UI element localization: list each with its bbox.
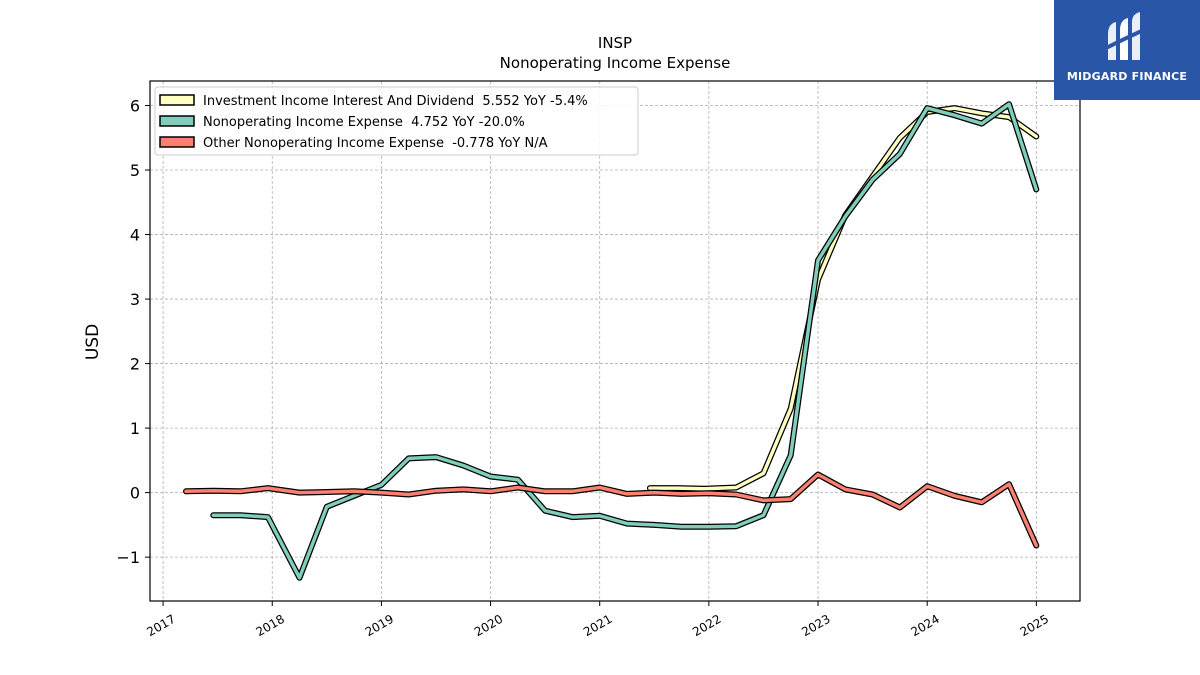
series-outline xyxy=(210,101,1040,581)
y-tick-label: 6 xyxy=(130,97,140,116)
plot-frame xyxy=(149,80,1081,602)
x-tick-label: 2017 xyxy=(144,612,177,639)
x-tick-label: 2021 xyxy=(581,612,614,639)
x-tick-label: 2022 xyxy=(690,612,723,639)
x-axis: 2017 2018 2019 2020 2021 2022 2023 2024 2025 xyxy=(144,601,1051,639)
y-tick-label: 0 xyxy=(130,484,140,503)
y-tick-label: 1 xyxy=(130,419,140,438)
x-tick-label: 2019 xyxy=(363,612,396,639)
series-3 xyxy=(183,471,1040,549)
y-axis: −1 0 1 2 3 4 5 6 xyxy=(116,97,150,567)
brand-name: MIDGARD FINANCE xyxy=(1066,70,1188,83)
y-tick-label: 5 xyxy=(130,161,140,180)
chart-subtitle: Nonoperating Income Expense xyxy=(500,54,731,72)
legend-label: Investment Income Interest And Dividend … xyxy=(203,94,588,109)
series-outline xyxy=(646,105,1040,492)
series-line xyxy=(211,102,1039,580)
x-tick-label: 2018 xyxy=(254,612,287,639)
y-axis-label: USD xyxy=(83,324,103,360)
y-tick-label: 2 xyxy=(130,355,140,374)
legend-label: Other Nonoperating Income Expense -0.778… xyxy=(203,136,548,151)
series-line xyxy=(648,106,1039,491)
legend: Investment Income Interest And Dividend … xyxy=(154,86,639,156)
legend-swatch xyxy=(159,136,195,148)
series-line xyxy=(184,472,1039,548)
y-tick-label: −1 xyxy=(116,548,140,567)
x-tick-label: 2020 xyxy=(472,612,505,639)
chart-title: INSP xyxy=(598,34,632,52)
series-layer xyxy=(183,101,1040,581)
x-tick-label: 2024 xyxy=(908,612,941,639)
x-tick-label: 2023 xyxy=(799,612,832,639)
x-tick-label: 2025 xyxy=(1018,612,1051,639)
series-1 xyxy=(646,105,1040,492)
y-tick-label: 3 xyxy=(130,290,140,309)
legend-swatch xyxy=(159,115,195,127)
legend-swatch xyxy=(159,94,195,106)
midgard-logo-icon xyxy=(1105,12,1149,60)
legend-label: Nonoperating Income Expense 4.752 YoY -2… xyxy=(203,115,525,130)
legend-box xyxy=(154,86,639,156)
y-tick-label: 4 xyxy=(130,226,140,245)
series-2 xyxy=(210,101,1040,581)
brand-logo: MIDGARD FINANCE xyxy=(1054,0,1200,100)
